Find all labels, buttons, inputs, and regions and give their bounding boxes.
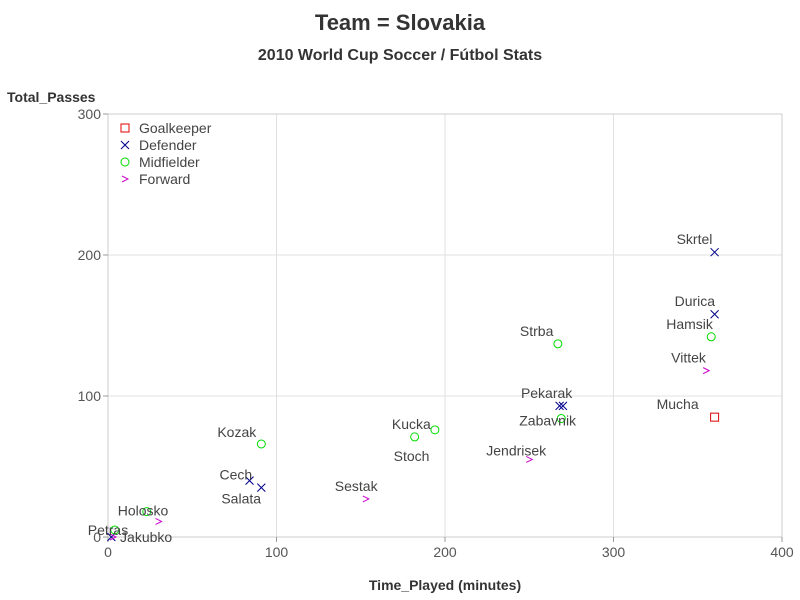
grid-lines xyxy=(108,114,782,537)
point-label: Hamsik xyxy=(666,316,714,332)
data-point-forward xyxy=(526,456,534,463)
legend-marker xyxy=(120,123,130,133)
data-point-midfielder xyxy=(256,439,266,449)
point-label: Jakubko xyxy=(120,529,172,545)
legend-label: Midfielder xyxy=(139,154,200,170)
x-tick-label: 300 xyxy=(602,544,626,560)
data-point-midfielder xyxy=(430,425,440,435)
point-label: Cech xyxy=(220,467,253,483)
point-label: Pekarak xyxy=(521,385,573,401)
y-tick-label: 300 xyxy=(78,106,102,122)
data-point-midfielder xyxy=(142,507,152,517)
data-point-forward xyxy=(702,367,711,375)
x-axis-label: Time_Played (minutes) xyxy=(369,577,521,593)
data-point-forward xyxy=(109,533,118,541)
y-tick-label: 200 xyxy=(78,247,102,263)
point-label: Vittek xyxy=(671,350,707,366)
data-point-forward xyxy=(362,495,370,503)
axis-ticks: 0 100 200 300 400 0 100 200 300 xyxy=(78,106,794,560)
y-tick-label: 0 xyxy=(93,529,101,545)
x-tick-label: 0 xyxy=(104,544,112,560)
y-axis-label: Total_Passes xyxy=(7,89,96,105)
legend-marker xyxy=(120,157,130,167)
data-point-midfielder xyxy=(110,525,120,535)
point-label: Durica xyxy=(675,293,716,309)
point-label: Skrtel xyxy=(677,231,713,247)
y-tick-label: 100 xyxy=(78,388,102,404)
point-labels: Mucha Skrtel Durica Pekarak Cech Salata Hamsik… xyxy=(88,231,716,545)
chart-title: Team = Slovakia xyxy=(314,10,486,35)
x-tick-label: 400 xyxy=(770,544,794,560)
point-label: Petras xyxy=(88,522,128,538)
point-label: Mucha xyxy=(657,396,699,412)
data-points xyxy=(107,247,720,542)
legend-label: Forward xyxy=(139,171,190,187)
x-tick-label: 100 xyxy=(265,544,289,560)
legend-marker xyxy=(121,175,130,183)
data-point-midfielder xyxy=(410,432,420,442)
data-point-midfielder xyxy=(553,339,563,349)
data-point-midfielder xyxy=(706,332,716,342)
point-label: Jendrisek xyxy=(486,442,547,458)
data-point-midfielder xyxy=(556,414,566,424)
data-point-defender xyxy=(710,247,719,257)
point-label: Kozak xyxy=(217,424,257,440)
point-label: Strba xyxy=(520,323,554,339)
point-label: Kucka xyxy=(392,416,431,432)
legend-marker xyxy=(120,140,130,150)
data-point-defender xyxy=(710,309,719,319)
point-label: Salata xyxy=(221,491,261,507)
point-label: Holosko xyxy=(118,503,169,519)
point-label: Zabavnik xyxy=(519,413,577,429)
legend-label: Goalkeeper xyxy=(139,120,212,136)
data-point-goalkeeper xyxy=(710,412,720,422)
legend-label: Defender xyxy=(139,137,197,153)
data-point-defender xyxy=(555,401,564,411)
data-point-defender xyxy=(245,476,254,485)
data-point-forward xyxy=(155,518,163,525)
x-tick-label: 200 xyxy=(433,544,457,560)
point-label: Sestak xyxy=(335,478,379,494)
data-point-defender xyxy=(558,401,568,411)
chart-subtitle: 2010 World Cup Soccer / Fútbol Stats xyxy=(257,47,543,64)
data-point-defender xyxy=(256,483,266,493)
point-label: Stoch xyxy=(394,448,430,464)
